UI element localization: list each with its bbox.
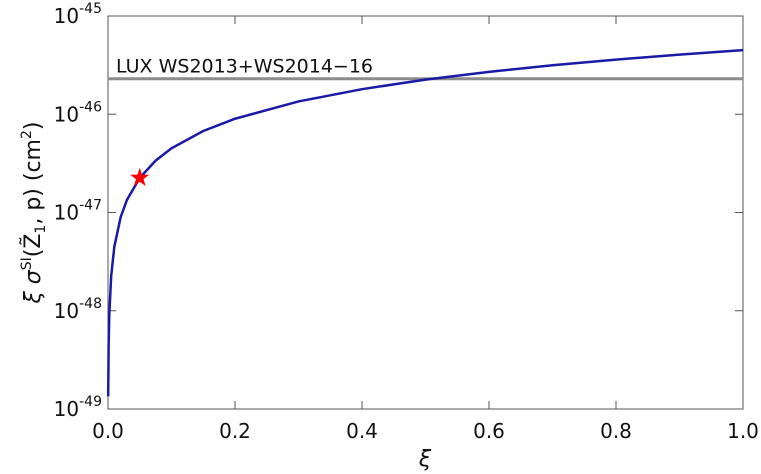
- y-tick-label: 10-45: [54, 1, 102, 28]
- x-tick-label: 0.8: [600, 419, 632, 443]
- y-tick-base: 10: [54, 397, 79, 421]
- y-axis-label-part: 1: [33, 225, 49, 234]
- x-tick-label: 0.4: [346, 419, 378, 443]
- y-tick-exponent: -49: [79, 394, 102, 410]
- y-tick-label: 10-47: [54, 198, 102, 225]
- reference-label: LUX WS2013+WS2014−16: [116, 56, 373, 78]
- y-axis-label-part: 2: [19, 130, 35, 139]
- y-tick-base: 10: [54, 201, 79, 225]
- x-tick-label: 1.0: [727, 419, 759, 443]
- x-axis-label: ξ: [418, 447, 432, 472]
- y-tick-label: 10-49: [54, 394, 102, 421]
- x-tick-label: 0.2: [219, 419, 251, 443]
- y-axis-label-part: (Z̃: [20, 234, 46, 258]
- x-tick-label: 0.6: [473, 419, 505, 443]
- data-line: [106, 48, 744, 397]
- y-tick-base: 10: [54, 4, 79, 28]
- y-tick-exponent: -45: [79, 1, 102, 17]
- y-axis-label-part: ): [21, 122, 46, 131]
- y-tick-exponent: -48: [79, 296, 102, 312]
- y-tick-label: 10-46: [54, 99, 102, 126]
- x-tick-label: 0.0: [92, 419, 124, 443]
- y-tick-exponent: -46: [79, 99, 102, 115]
- y-axis-label-part: SI: [19, 257, 35, 270]
- y-tick-base: 10: [54, 299, 79, 323]
- y-axis-label-part: , p) (cm: [21, 139, 46, 225]
- y-axis-label-part: ξ σ: [21, 269, 46, 304]
- y-tick-exponent: -47: [79, 198, 102, 214]
- y-axis-label: ξ σSI(Z̃1, p) (cm2): [19, 122, 49, 305]
- y-tick-base: 10: [54, 102, 79, 126]
- star-marker: [130, 167, 150, 186]
- y-tick-label: 10-48: [54, 296, 102, 323]
